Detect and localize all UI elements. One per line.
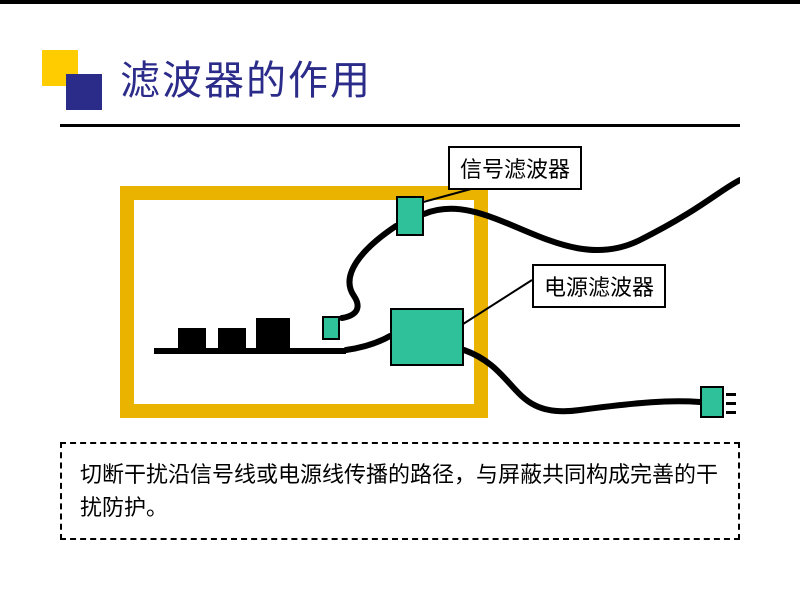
power-cable-external: [464, 350, 700, 411]
logo: [42, 50, 104, 112]
plug-prong: [726, 402, 736, 405]
plug-prong: [726, 411, 736, 414]
power-cable-internal: [346, 336, 390, 350]
callout-line: [460, 280, 532, 326]
slide: 滤波器的作用: [0, 0, 800, 600]
signal-filter-block: [396, 196, 424, 236]
pcb-filter-block: [322, 316, 340, 340]
caption-box: 切断干扰沿信号线或电源线传播的路径，与屏蔽共同构成完善的干扰防护。: [60, 442, 740, 540]
plug-prong: [726, 393, 736, 396]
diagram: 信号滤波器 电源滤波器: [60, 140, 740, 440]
power-filter-block: [390, 308, 464, 366]
title-underline: [60, 124, 740, 127]
top-border: [0, 0, 800, 4]
signal-filter-label: 信号滤波器: [448, 146, 582, 190]
power-filter-label: 电源滤波器: [532, 264, 666, 308]
signal-cable-internal: [342, 226, 396, 318]
signal-cable-external: [424, 180, 740, 250]
page-title: 滤波器的作用: [120, 48, 372, 106]
power-plug-icon: [700, 386, 724, 418]
logo-blue-square: [66, 74, 102, 110]
